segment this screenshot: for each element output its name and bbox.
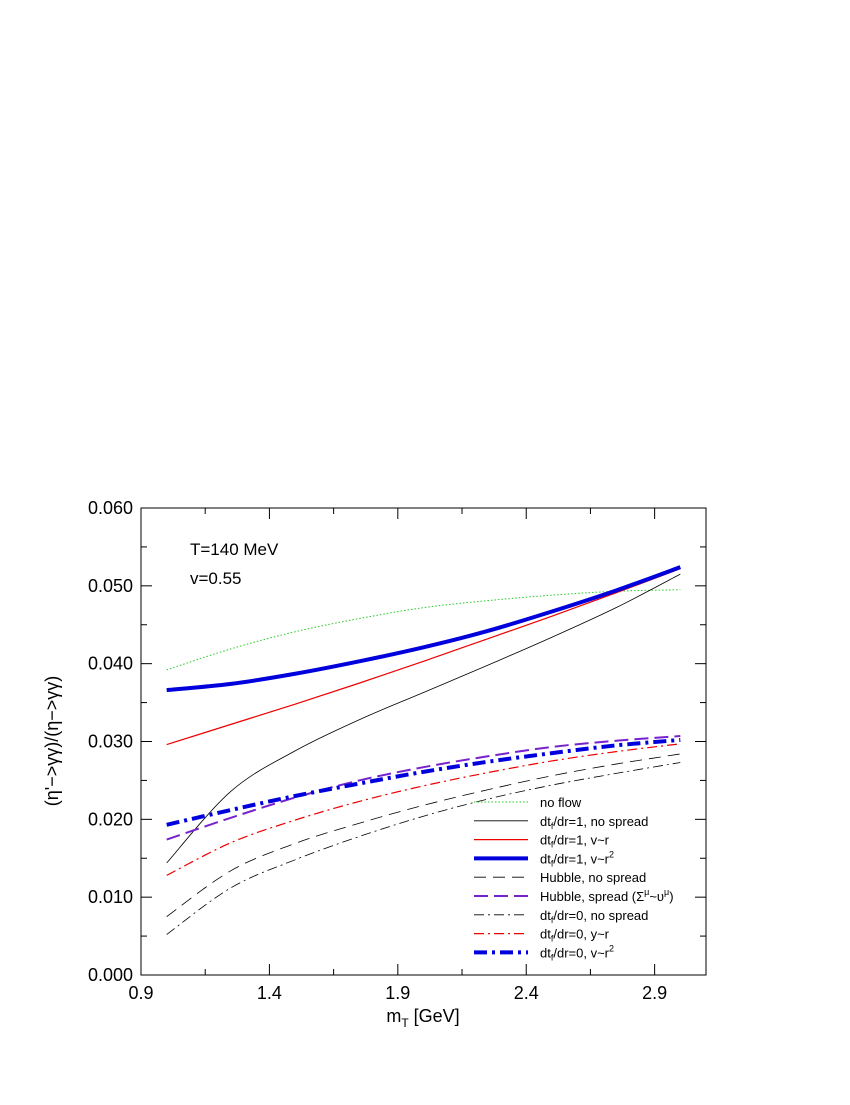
legend-label-part: /dr=1, no spread — [553, 814, 648, 829]
x-axis-title-unit: [GeV] — [409, 1006, 460, 1026]
series-line-dt-dr-1-v-r — [166, 568, 681, 746]
x-tick-label: 2.4 — [514, 983, 539, 1003]
x-tick-label: 1.9 — [385, 983, 410, 1003]
legend-label-part: f — [551, 858, 554, 868]
legend-label-part: no flow — [540, 795, 582, 810]
annotation-temperature: T=140 MeV — [190, 540, 279, 559]
series-line-hubble-no-spread — [166, 753, 681, 917]
series-line-dt-dr-1-no-spread — [166, 573, 681, 864]
legend-label-part: Hubble, no spread — [540, 870, 646, 885]
series-layer — [166, 565, 682, 935]
legend-label-part: dt — [540, 814, 551, 829]
legend-label-part: /dr=1, v~r — [553, 833, 609, 848]
legend-label-part: ) — [669, 889, 673, 904]
legend-label-hubble-spread: Hubble, spread (Σμ~υμ) — [540, 887, 674, 904]
x-axis-title: mT [GeV] — [386, 1006, 459, 1030]
series-line-dt-dr-0-y-r — [166, 743, 681, 876]
x-axis-title-sub: T — [401, 1016, 409, 1030]
x-tick-label: 0.9 — [128, 983, 153, 1003]
y-tick-label: 0.000 — [88, 965, 133, 985]
legend-label-part: dt — [540, 851, 551, 866]
legend-label-part: f — [551, 840, 554, 850]
y-tick-label: 0.030 — [88, 732, 133, 752]
legend-label-dt-dr-0-v-r2: dtf/dr=0, v~r2 — [540, 943, 614, 962]
y-tick-label: 0.020 — [88, 809, 133, 829]
y-tick-label: 0.010 — [88, 887, 133, 907]
y-tick-label: 0.060 — [88, 498, 133, 518]
legend-label-part: μ — [644, 887, 649, 897]
legend-label-part: f — [551, 821, 554, 831]
legend-label-part: /dr=1, v~r — [553, 851, 609, 866]
legend-label-part: f — [551, 915, 554, 925]
legend-label-hubble-no-spread: Hubble, no spread — [540, 870, 646, 885]
legend-label-part: /dr=0, no spread — [553, 908, 648, 923]
legend-label-part: dt — [540, 927, 551, 942]
legend-label-part: ~υ — [649, 889, 664, 904]
legend-label-part: dt — [540, 945, 551, 960]
series-line-no-flow — [166, 589, 681, 671]
legend-label-part: μ — [664, 887, 669, 897]
axis-ticks: 0.9 1.4 1.9 2.4 2.9 0.000 0.010 0.020 0.030 0.040… — [88, 498, 706, 1003]
legend-label-part: dt — [540, 833, 551, 848]
y-tick-label: 0.040 — [88, 654, 133, 674]
legend-label-part: f — [551, 952, 554, 962]
legend-label-dt-dr-0-no-spread: dtf/dr=0, no spread — [540, 908, 648, 925]
x-tick-label: 2.9 — [642, 983, 667, 1003]
x-axis-title-main: m — [386, 1006, 401, 1026]
legend-label-part: /dr=0, y~r — [553, 927, 609, 942]
legend-label-dt-dr-1-v-r: dtf/dr=1, v~r — [540, 833, 610, 850]
y-tick-label: 0.050 — [88, 576, 133, 596]
legend-label-part: 2 — [609, 849, 614, 859]
legend-label-dt-dr-0-y-r: dtf/dr=0, y~r — [540, 927, 610, 944]
legend-label-part: 2 — [609, 943, 614, 953]
legend-label-part: /dr=0, v~r — [553, 945, 609, 960]
series-line-dt-dr-0-no-spread — [166, 762, 681, 935]
y-axis-title: (η'−>γγ)/(η−>γγ) — [42, 676, 62, 806]
series-line-dt-dr-0-v-r2 — [166, 737, 681, 827]
legend-label-no-flow: no flow — [540, 795, 582, 810]
legend-label-part: Hubble, spread (Σ — [540, 889, 644, 904]
annotation-velocity: v=0.55 — [190, 569, 242, 588]
x-tick-label: 1.4 — [257, 983, 282, 1003]
series-line-dt-dr-1-v-r2 — [166, 565, 682, 693]
legend-label-part: dt — [540, 908, 551, 923]
legend-label-dt-dr-1-v-r2: dtf/dr=1, v~r2 — [540, 849, 614, 868]
legend-label-dt-dr-1-no-spread: dtf/dr=1, no spread — [540, 814, 648, 831]
legend-label-part: f — [551, 934, 554, 944]
series-line-hubble-spread — [166, 735, 681, 841]
